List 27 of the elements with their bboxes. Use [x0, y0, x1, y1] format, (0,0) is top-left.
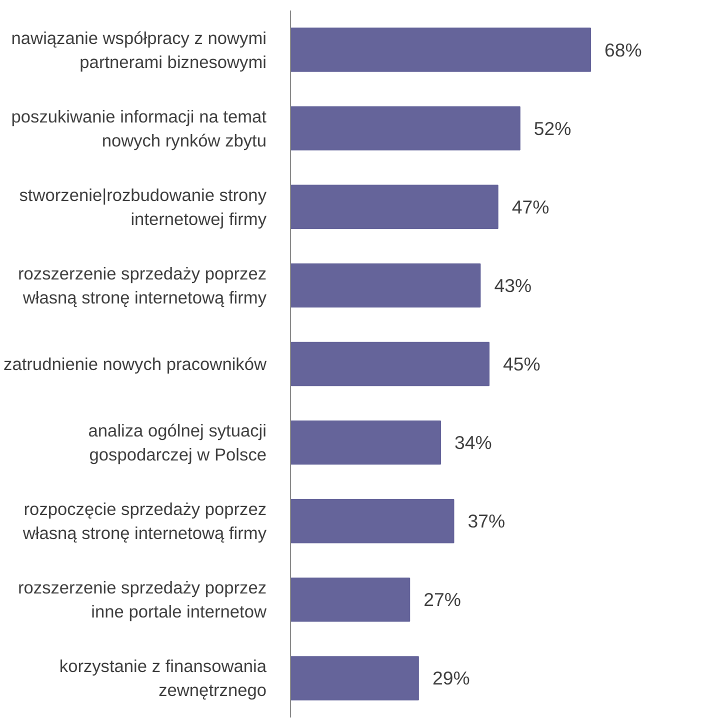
y-tick-label: korzystanie z finansowania zewnętrznego [59, 656, 267, 700]
y-tick-label: nawiązanie współpracy z nowymi partnerami biznesowymi [11, 28, 266, 72]
bar [290, 342, 490, 386]
data-label: 45% [503, 354, 540, 374]
bar [290, 106, 520, 150]
bar [290, 28, 591, 72]
bar [290, 184, 498, 229]
y-tick-label: zatrudnienie nowych pracowników [4, 354, 267, 374]
bar [290, 499, 454, 544]
data-label: 27% [424, 589, 461, 610]
bar [290, 263, 481, 308]
y-tick-label: rozpoczęcie sprzedaży poprzez własną stronę internetową firmy [22, 499, 267, 544]
y-tick-label: poszukiwanie informacji na temat nowych rynków zbytu [11, 106, 267, 150]
data-label: 68% [604, 39, 642, 60]
data-label: 47% [512, 196, 550, 218]
bar [290, 420, 441, 465]
data-label: 34% [454, 432, 492, 454]
y-tick-label: stworzenie|rozbudowanie strony internetowej firmy [19, 184, 267, 229]
y-tick-label: analiza ogólnej sytuacji gospodarczej w Polsce [88, 420, 267, 465]
y-tick-label: rozszerzenie sprzedaży poprzez inne portale internetow [18, 578, 267, 622]
bar [290, 578, 410, 622]
data-label: 52% [534, 118, 572, 139]
data-label: 29% [432, 668, 470, 689]
y-tick-label: rozszerzenie sprzedaży poprzez własną stronę internetową firmy [18, 263, 267, 308]
data-label: 43% [494, 274, 532, 296]
bar [290, 656, 419, 700]
data-label: 37% [468, 510, 506, 532]
